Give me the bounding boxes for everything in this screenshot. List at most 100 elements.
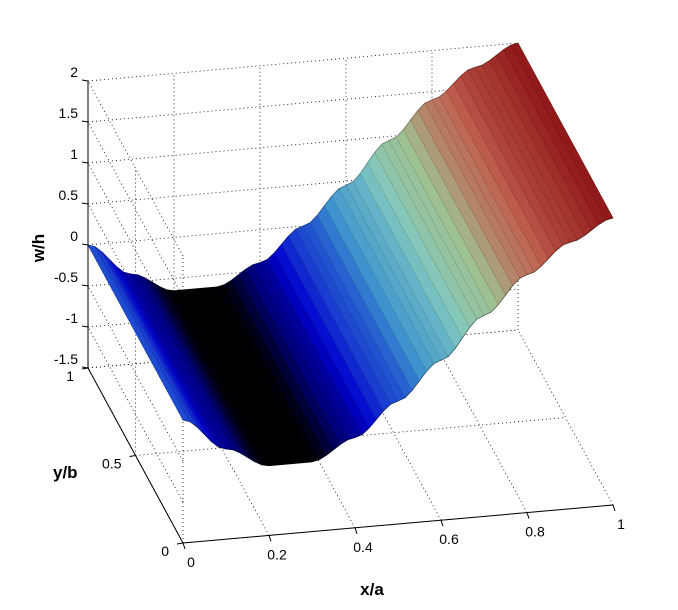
y-tick-label: 0.5 <box>102 456 122 472</box>
z-tick-mark <box>81 79 89 82</box>
surface-mesh-line <box>496 55 592 231</box>
y-tick-labels: 00.51 <box>66 367 184 559</box>
surface-mesh-line <box>317 215 413 391</box>
surface-mesh-line <box>195 288 291 464</box>
surface-mesh-line <box>338 188 435 364</box>
surface-mesh-line <box>374 152 470 328</box>
surface-mesh-line <box>309 222 406 398</box>
surface-mesh-line <box>209 287 306 463</box>
surface-mesh-line <box>216 286 313 463</box>
surface-mesh-line <box>446 90 542 267</box>
floor-grid-x <box>517 329 614 506</box>
surface-mesh-line <box>180 289 277 466</box>
y-tick-mark <box>81 367 89 370</box>
x-tick-mark <box>354 527 358 534</box>
y-tick-label: 1 <box>66 368 74 384</box>
z-tick-labels: -1.5 -1 -0.5 0 0.5 1 1.5 2 <box>54 64 89 369</box>
x-axis-line <box>182 504 614 544</box>
surface-mesh-line <box>109 259 205 435</box>
surface-mesh-line <box>360 173 456 349</box>
surface-mesh-line <box>403 129 499 305</box>
surface-mesh-line <box>116 266 212 442</box>
surface-back-edge <box>87 42 519 292</box>
x-tick-label: 1 <box>617 516 625 532</box>
surface-mesh-line <box>252 264 349 440</box>
surface-mesh-line <box>87 244 184 421</box>
surface-mesh <box>87 42 614 467</box>
x-tick-label: 0.2 <box>267 546 287 562</box>
surface-mesh-line <box>173 290 270 466</box>
z-tick-label: 2 <box>70 64 78 80</box>
surface-mesh-line <box>259 262 356 438</box>
surface-front-edge <box>182 217 614 467</box>
z-tick-label: 0 <box>70 228 78 244</box>
y-tick-mark <box>176 542 184 545</box>
surface-mesh-line <box>152 282 248 458</box>
surface-mesh-line <box>417 110 513 286</box>
surface-mesh-line <box>102 252 198 428</box>
surface-mesh-line <box>424 103 521 279</box>
surface-mesh-line <box>202 288 298 464</box>
surface-mesh-line <box>474 67 571 243</box>
z-tick-label: -1 <box>66 310 79 326</box>
surface-mesh-line <box>223 284 320 460</box>
surface-mesh-line <box>410 120 506 296</box>
z-tick-label: -1.5 <box>54 351 78 367</box>
surface-mesh-line <box>295 228 392 405</box>
surface-mesh-line <box>503 49 599 225</box>
x-tick-mark <box>182 542 186 550</box>
y-axis-label: y/b <box>53 463 78 482</box>
z-tick-mark <box>81 202 89 205</box>
x-tick-labels: 0 0.2 0.4 0.6 0.8 1 <box>182 504 625 570</box>
surface-mesh-line <box>281 244 377 420</box>
surface-mesh-line <box>231 280 327 456</box>
surface-mesh-line <box>137 274 234 451</box>
surface-mesh-line <box>302 225 399 402</box>
z-tick-label: -0.5 <box>54 269 78 285</box>
surface-mesh-line <box>453 83 549 259</box>
back-grid-z <box>87 42 519 82</box>
left-grid-z <box>87 80 184 257</box>
surface-mesh-line <box>388 140 485 316</box>
z-tick-label: 0.5 <box>59 187 79 203</box>
surface-mesh-line <box>460 75 556 252</box>
y-tick-mark <box>129 455 136 457</box>
x-tick-label: 0.4 <box>353 539 373 555</box>
surface-mesh-line <box>352 181 449 357</box>
z-tick-mark <box>81 243 89 246</box>
surface-mesh-line <box>367 162 463 339</box>
surface-mesh-line <box>324 205 420 381</box>
surface-mesh-line <box>274 252 370 428</box>
z-tick-mark <box>81 161 89 164</box>
surface-mesh-line <box>145 277 241 454</box>
surface-mesh-line <box>288 235 384 411</box>
surface-mesh-line <box>166 289 263 465</box>
surface-mesh-line <box>438 96 535 273</box>
surface-mesh-line <box>266 259 363 435</box>
z-tick-label: 1 <box>70 146 78 162</box>
y-tick-label: 0 <box>161 543 169 559</box>
surface-mesh-line <box>467 69 564 246</box>
z-axis-label: w/h <box>29 234 48 263</box>
surface-mesh-line <box>517 42 614 219</box>
x-tick-mark <box>268 535 272 542</box>
surface-mesh-line <box>481 65 578 241</box>
surface-mesh-line <box>94 246 191 422</box>
surface-mesh-line <box>245 269 341 445</box>
x-axis-label: x/a <box>360 580 384 599</box>
z-tick-mark <box>81 284 89 287</box>
surface-mesh-line <box>238 274 334 450</box>
x-tick-mark <box>612 504 616 512</box>
surface-mesh-line <box>510 45 607 221</box>
x-tick-mark <box>440 520 444 527</box>
surface-mesh-line <box>159 286 255 462</box>
x-tick-label: 0.8 <box>525 524 545 540</box>
surface-mesh-line <box>431 99 528 275</box>
x-tick-mark <box>526 512 530 519</box>
z-tick-label: 1.5 <box>59 105 79 121</box>
surface-mesh-line <box>130 273 227 450</box>
surface-mesh-line <box>331 196 427 372</box>
z-tick-mark <box>81 120 89 123</box>
surface-mesh-line <box>345 185 442 361</box>
